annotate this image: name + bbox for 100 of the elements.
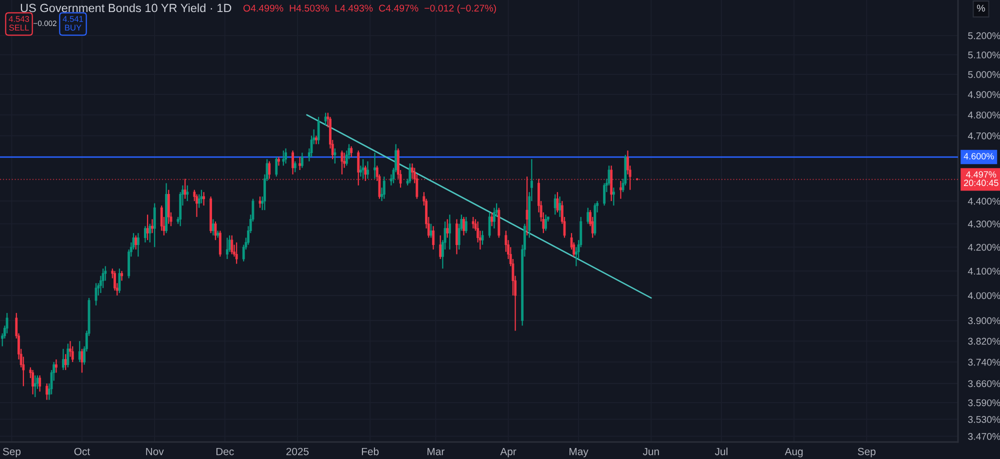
candlestick xyxy=(446,218,449,238)
candlestick xyxy=(120,270,124,282)
y-tick-label: 4.000% xyxy=(968,292,1000,300)
y-tick-label: 3.530% xyxy=(968,416,1000,423)
candlestick xyxy=(151,218,154,234)
candlestick xyxy=(284,148,287,164)
x-tick-label: Jul xyxy=(714,448,728,456)
candlestick xyxy=(456,218,458,255)
y-tick-label: 4.700% xyxy=(968,132,1000,140)
candlestick xyxy=(357,150,360,186)
y-tick-label: 4.400% xyxy=(968,198,1000,205)
candlestick xyxy=(118,268,121,294)
candlestick xyxy=(200,189,203,204)
candlestick xyxy=(603,182,606,206)
annotation: 4.543 SELL xyxy=(8,16,30,31)
candlestick xyxy=(364,165,367,182)
x-tick-label: Mar xyxy=(428,448,444,456)
candlestick xyxy=(586,207,590,224)
candlestick xyxy=(160,205,163,232)
chart-title: US Government Bonds 10 YR Yield · 1D xyxy=(20,4,232,12)
annotation: L4.493% xyxy=(335,4,373,12)
y-tick-label: 3.660% xyxy=(968,380,1000,388)
candlestick xyxy=(275,156,278,178)
candlestick xyxy=(34,374,36,398)
annotation: H4.503% xyxy=(290,4,329,12)
y-tick-label: 3.740% xyxy=(968,358,1000,366)
candlestick xyxy=(544,214,547,232)
candlestick xyxy=(472,216,474,229)
candlestick xyxy=(214,220,217,241)
candlestick xyxy=(448,214,451,250)
y-tick-label: 5.200% xyxy=(968,32,1000,40)
candlestick xyxy=(218,230,222,258)
candlestick xyxy=(366,160,369,180)
candlestick xyxy=(362,158,364,180)
candlestick xyxy=(114,270,116,292)
candlestick xyxy=(134,234,138,250)
x-tick-label: Aug xyxy=(784,448,803,458)
candlestick xyxy=(340,150,344,175)
y-tick-label: 3.470% xyxy=(968,433,1000,440)
candlestick xyxy=(167,189,170,224)
candlestick xyxy=(258,196,262,208)
candlestick xyxy=(298,156,302,171)
candlestick xyxy=(408,162,412,184)
candlestick xyxy=(198,194,200,208)
candlestick xyxy=(148,223,152,243)
candlestick xyxy=(62,348,64,371)
candlestick xyxy=(430,223,432,238)
x-tick-label: Jun xyxy=(642,448,659,456)
y-tick-label: 4.800% xyxy=(968,112,1000,118)
x-tick-label: Dec xyxy=(216,448,234,456)
candlestick xyxy=(94,282,98,306)
candlestick xyxy=(282,150,285,166)
y-axis-title: % xyxy=(977,4,985,12)
candlestick xyxy=(612,187,615,206)
candlestick xyxy=(235,242,238,264)
candlestick xyxy=(493,207,496,229)
x-tick-label: Apr xyxy=(500,448,516,458)
y-tick-label: 4.900% xyxy=(968,91,1000,98)
candlestick xyxy=(382,176,386,200)
candlestick xyxy=(619,180,622,200)
candlestick xyxy=(55,358,58,374)
y-tick-label: 3.590% xyxy=(968,399,1000,406)
annotation: O4.499% xyxy=(243,4,284,12)
candlestick xyxy=(490,212,494,227)
x-tick-label: May xyxy=(570,448,588,458)
candlestick xyxy=(186,184,189,202)
candlestick xyxy=(268,160,271,180)
candlestick xyxy=(230,234,234,255)
candlestick xyxy=(411,162,414,180)
candlestick xyxy=(481,230,484,246)
candlestick xyxy=(300,152,304,168)
ref-line-label: 4.497% 20:40:45 xyxy=(964,171,998,186)
candlestick xyxy=(153,202,156,248)
candlestick xyxy=(556,192,559,213)
candlestick xyxy=(334,148,336,164)
y-tick-label: 5.100% xyxy=(968,52,1000,58)
candlestick xyxy=(226,237,228,260)
x-tick-label: Feb xyxy=(362,448,379,456)
candlestick xyxy=(374,152,376,180)
x-tick-label: Sep xyxy=(858,448,876,458)
candlestick xyxy=(462,216,465,236)
candlestick xyxy=(350,146,353,158)
candlestick xyxy=(292,150,294,175)
candlestick xyxy=(196,194,198,218)
x-tick-label: Oct xyxy=(74,448,90,456)
annotation: C4.497% xyxy=(379,4,418,12)
candlestick xyxy=(202,192,205,206)
candlestick xyxy=(102,268,104,289)
candlestick xyxy=(66,343,70,368)
annotation: 4.541 BUY xyxy=(62,16,84,31)
y-tick-label: 5.000% xyxy=(968,71,1000,78)
candlestick xyxy=(184,178,186,200)
candlestick xyxy=(439,234,442,260)
candlestick xyxy=(144,226,146,243)
y-tick-label: 3.900% xyxy=(968,317,1000,324)
candlestick xyxy=(278,156,280,166)
y-tick-label: 4.200% xyxy=(968,244,1000,251)
x-tick-label: 2025 xyxy=(286,448,309,456)
candlestick xyxy=(464,216,468,234)
candlestick xyxy=(80,348,84,374)
